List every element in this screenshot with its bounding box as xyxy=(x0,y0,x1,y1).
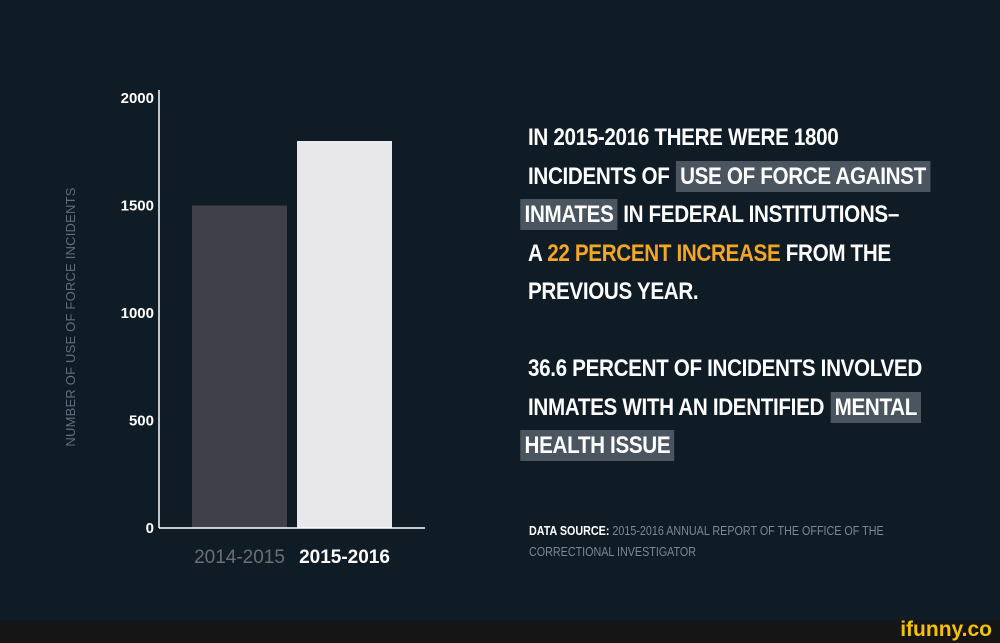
highlight-inmates: INMATES xyxy=(520,199,618,230)
y-axis-label: NUMBER OF USE OF FORCE INCIDENTS xyxy=(63,187,78,446)
x-tick-label: 2015-2016 xyxy=(299,547,390,568)
footer-bar: ifunny.co xyxy=(0,618,1000,643)
y-tick-label: 1000 xyxy=(121,305,154,322)
highlight-health-issue: HEALTH ISSUE xyxy=(520,430,675,461)
y-tick-label: 2000 xyxy=(121,90,154,107)
statement-main: IN 2015-2016 THERE WERE 1800 INCIDENTS O… xyxy=(520,119,932,312)
data-source-label: DATA SOURCE: xyxy=(529,524,610,538)
statement-line: A 22 PERCENT INCREASE FROM THE xyxy=(528,235,932,274)
data-source: DATA SOURCE: 2015-2016 ANNUAL REPORT OF … xyxy=(529,521,899,563)
data-source-text: 2015-2016 ANNUAL REPORT OF THE OFFICE OF… xyxy=(529,524,884,559)
statement-line: PREVIOUS YEAR. xyxy=(528,278,699,305)
accent-percent-increase: 22 PERCENT INCREASE xyxy=(547,239,781,267)
statement-text: INCIDENTS OF xyxy=(528,162,670,190)
x-tick-label: 2014-2015 xyxy=(194,547,285,568)
statement-line: INCIDENTS OF USE OF FORCE AGAINST xyxy=(528,158,932,197)
statement-line: INMATES WITH AN IDENTIFIED MENTAL xyxy=(528,389,932,428)
statement-text: INMATES WITH AN IDENTIFIED xyxy=(528,393,825,421)
statement-line: INMATES IN FEDERAL INSTITUTIONS– xyxy=(520,196,932,235)
y-tick-label: 500 xyxy=(129,413,154,430)
y-tick-label: 1500 xyxy=(121,198,154,215)
statement-text: A xyxy=(528,239,542,267)
statement-text: IN FEDERAL INSTITUTIONS– xyxy=(623,201,899,228)
highlight-mental: MENTAL xyxy=(830,391,922,423)
statement-text: FROM THE xyxy=(785,239,891,267)
bar-2014-2015 xyxy=(192,205,287,528)
y-tick-label: 0 xyxy=(146,520,154,537)
statement-line: HEALTH ISSUE xyxy=(520,427,932,466)
highlight-use-of-force: USE OF FORCE AGAINST xyxy=(675,160,931,192)
statement-line: 36.6 PERCENT OF INCIDENTS INVOLVED xyxy=(528,355,922,382)
statement-line: IN 2015-2016 THERE WERE 1800 xyxy=(528,124,839,151)
ifunny-logo: ifunny.co xyxy=(900,618,992,641)
bar-2015-2016 xyxy=(297,141,392,528)
statement-mental-health: 36.6 PERCENT OF INCIDENTS INVOLVED INMAT… xyxy=(520,350,932,466)
bar-chart: 0 500 1000 1500 2000 2014-2015 2015-2016 NUMBER… xyxy=(63,90,425,568)
